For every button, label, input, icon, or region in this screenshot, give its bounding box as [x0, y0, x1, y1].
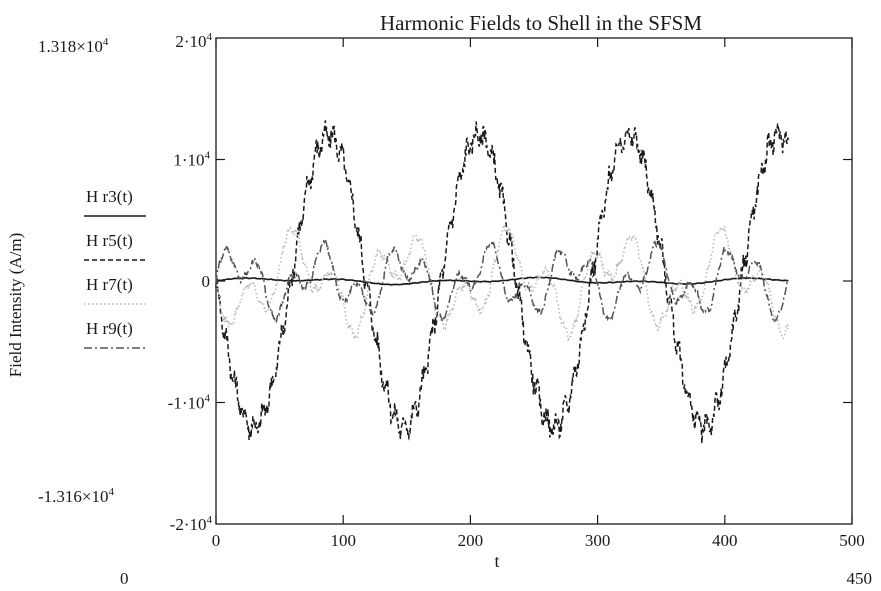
legend: H r3(t) H r5(t) H r7(t) H r9(t)	[84, 187, 146, 349]
x-tick-label: 100	[330, 531, 356, 550]
plot-frame: 0 100 200 300 400 500 1·104 0 -1·104	[168, 37, 865, 550]
x-tick-label: 500	[839, 531, 865, 550]
legend-label: H r9(t)	[86, 319, 133, 338]
chart-title: Harmonic Fields to Shell in the SFSM	[380, 11, 702, 35]
x-tick-label: 200	[458, 531, 484, 550]
series-layer	[215, 120, 790, 444]
x-max-corner-label: 450	[847, 569, 873, 588]
x-tick-label: 400	[712, 531, 738, 550]
axis-labels: t Field Intensity (A/m) 2·104 -2·104 1.318×1…	[6, 31, 872, 588]
x-axis-label: t	[494, 551, 499, 571]
y-tick-label: -1·104	[168, 393, 211, 413]
series-line-h-r3-t-	[215, 276, 789, 286]
y-axis-label: Field Intensity (A/m)	[6, 233, 25, 377]
legend-label: H r7(t)	[86, 275, 133, 294]
x-tick-label: 300	[585, 531, 611, 550]
y-limit-top-label: 2·104	[175, 31, 212, 51]
y-limit-bottom-label: -2·104	[170, 514, 213, 534]
series-line-h-r5-t-	[215, 120, 790, 444]
x-min-corner-label: 0	[120, 569, 129, 588]
y-min-corner-label: -1.316×104	[38, 486, 115, 506]
series-line-h-r7-t-	[215, 223, 790, 342]
y-tick-label: 0	[202, 272, 211, 291]
y-max-corner-label: 1.318×104	[38, 36, 109, 56]
x-tick-label: 0	[212, 531, 221, 550]
legend-label: H r3(t)	[86, 187, 133, 206]
legend-label: H r5(t)	[86, 231, 133, 250]
y-tick-label: 1·104	[173, 150, 210, 170]
series-line-h-r9-t-	[215, 236, 789, 324]
